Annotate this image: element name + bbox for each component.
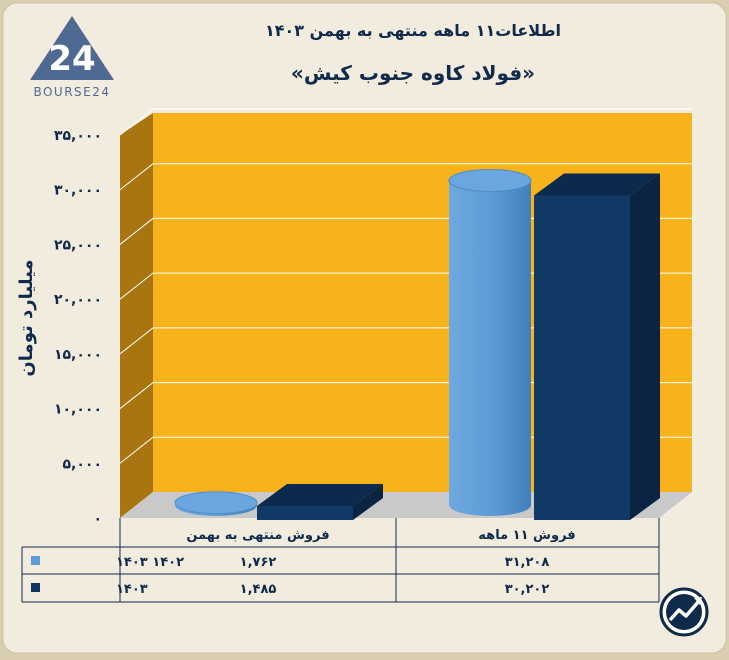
bar-cylinder-top (174, 491, 258, 515)
data-table: فروش منتهی به بهمن فروش ۱۱ ماهه ۱۴۰۲ ۱۴۰… (21, 518, 660, 603)
y-tick-label: ۱۵,۰۰۰ (54, 347, 102, 363)
legend-label-series-2: ۱۴۰۳ (116, 582, 148, 597)
bar-box-side (630, 173, 660, 520)
grid-line (119, 108, 692, 136)
y-tick-label: ۵,۰۰۰ (63, 456, 103, 472)
bars (174, 168, 660, 520)
table-cell-r1-c1: ۱,۷۶۲ (240, 555, 277, 570)
trend-badge-icon (659, 587, 709, 637)
bar-cylinder-body (449, 180, 531, 516)
y-tick-label: ۳۰,۰۰۰ (54, 183, 102, 199)
table-cell-r1-c2: ۳۱,۲۰۸ (505, 555, 550, 570)
bar-series-2-2 (534, 173, 660, 520)
category-label-2: فروش ۱۱ ماهه (478, 528, 575, 543)
logo-mark: 24 (48, 39, 95, 79)
bar-box-top (257, 484, 383, 506)
y-tick-label: ۰ (93, 511, 102, 527)
y-tick-label: ۲۰,۰۰۰ (54, 292, 102, 308)
y-axis-ticks: ۰ ۵,۰۰۰ ۱۰,۰۰۰ ۱۵,۰۰۰ ۲۰,۰۰۰ ۲۵,۰۰۰ ۳۰,۰۰۰ ۳۵,۰… (54, 128, 102, 527)
chart-title: اطلاعات۱۱ ماهه منتهی به بهمن ۱۴۰۳ (265, 21, 561, 40)
bar-box-side (353, 484, 383, 520)
logo-text: BOURSE24 (33, 85, 110, 99)
y-axis-label: میلیارد تومان (16, 259, 37, 376)
y-tick-label: ۲۵,۰۰۰ (54, 237, 102, 253)
legend-swatch-series-1 (31, 556, 40, 565)
bar-series-2-1 (257, 484, 383, 520)
bar-cylinder-top (448, 168, 532, 192)
grid-line (119, 163, 692, 191)
y-tick-label: ۱۰,۰۰۰ (54, 402, 102, 418)
chart-subtitle: «فولاد کاوه جنوب کیش» (291, 61, 535, 85)
table-cell-r2-c2: ۳۰,۲۰۲ (505, 582, 550, 597)
bar-box-front (534, 195, 630, 520)
bar-box-top (534, 173, 660, 196)
table-cell-r2-c1: ۱,۴۸۵ (240, 582, 277, 597)
bar-series-1-2 (448, 168, 532, 516)
plot-side-wall (120, 113, 153, 518)
category-label-1: فروش منتهی به بهمن (186, 528, 329, 543)
y-tick-label: ۳۵,۰۰۰ (54, 128, 102, 144)
bar-series-1-1 (174, 491, 258, 516)
bourse24-logo: 24 BOURSE24 (30, 16, 114, 99)
legend-swatch-series-2 (31, 583, 40, 592)
bar-box-front (257, 506, 353, 520)
legend-label-series-1: ۱۴۰۲ ۱۴۰۳ (116, 555, 184, 570)
